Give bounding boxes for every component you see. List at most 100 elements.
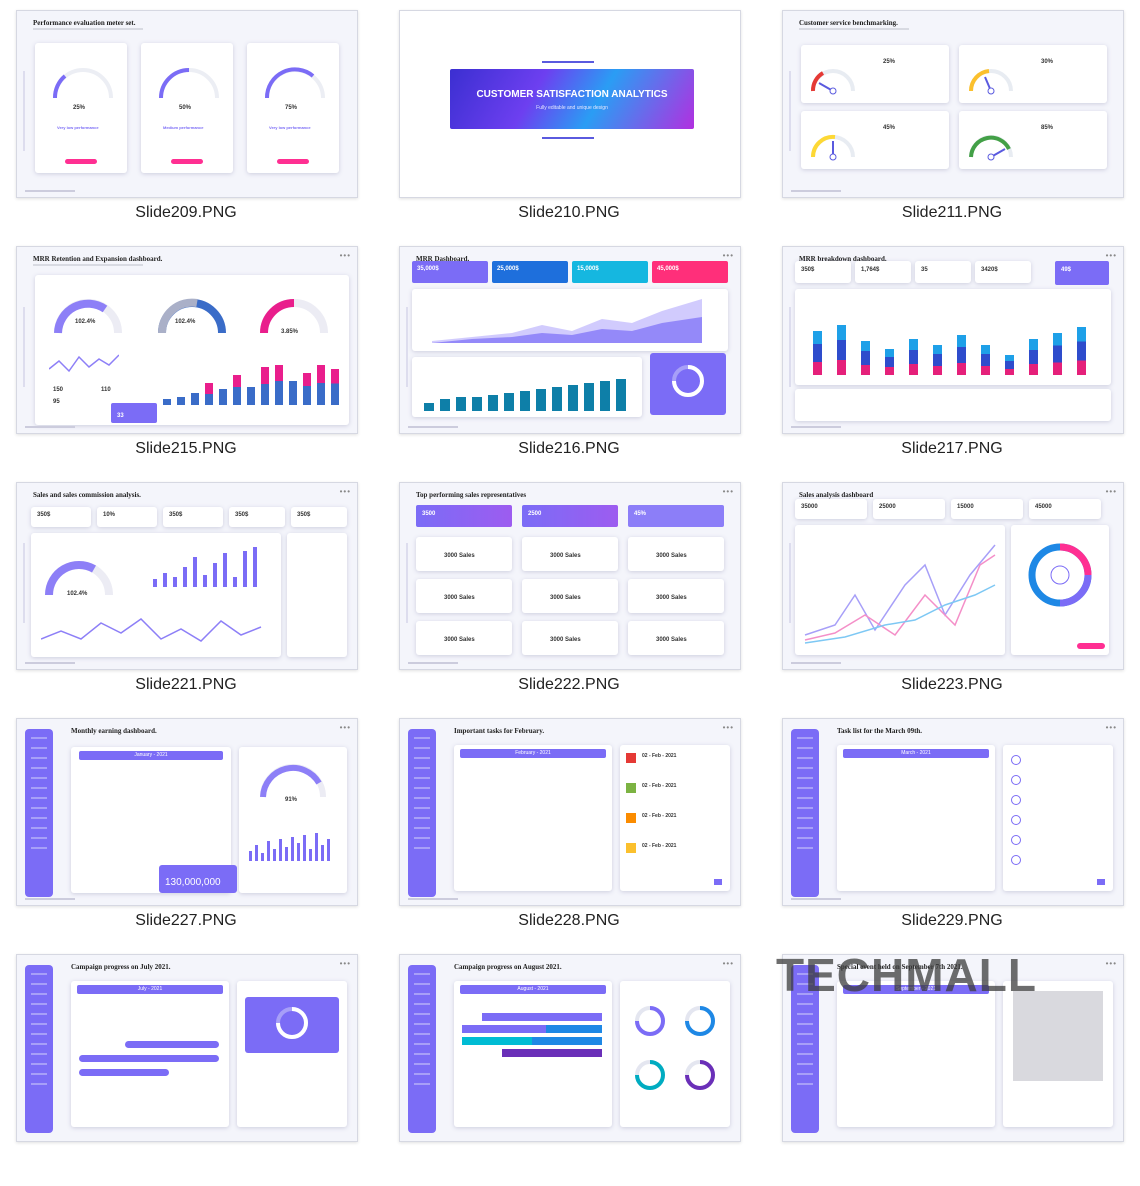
calendar-day[interactable] [162, 779, 181, 786]
calendar-day[interactable] [885, 765, 904, 772]
calendar-day[interactable] [142, 791, 161, 798]
calendar-day[interactable] [142, 815, 161, 822]
calendar-day[interactable] [545, 813, 564, 820]
calendar-day[interactable] [502, 789, 521, 796]
thumbnail-slide228[interactable]: ••• Important tasks for February. Februa… [399, 718, 759, 950]
calendar-day[interactable] [121, 815, 140, 822]
calendar-day[interactable] [183, 791, 202, 798]
calendar-day[interactable] [204, 767, 223, 774]
calendar-day[interactable] [928, 801, 947, 808]
thumbnail-slide223[interactable]: ••• Sales analysis dashboard 35000 25000… [782, 482, 1140, 714]
calendar-day[interactable] [523, 789, 542, 796]
calendar-day[interactable] [121, 767, 140, 774]
check-icon[interactable] [1011, 775, 1021, 785]
calendar-day[interactable] [100, 791, 119, 798]
calendar-day[interactable] [100, 779, 119, 786]
thumbnail-slide211[interactable]: Customer service benchmarking. 25% 30% 4… [782, 10, 1140, 242]
calendar-sidebar[interactable] [791, 965, 819, 1133]
calendar-day[interactable] [545, 777, 564, 784]
calendar-day[interactable] [460, 789, 479, 796]
calendar-day[interactable] [204, 803, 223, 810]
calendar-grid[interactable] [843, 765, 989, 820]
calendar-day[interactable] [162, 791, 181, 798]
thumbnail-slide229[interactable]: ••• Task list for the March 09th. March … [782, 718, 1140, 950]
calendar-day[interactable] [481, 765, 500, 772]
calendar-day[interactable] [970, 789, 989, 796]
calendar-day[interactable] [523, 801, 542, 808]
calendar-day[interactable] [864, 801, 883, 808]
calendar-day[interactable] [970, 765, 989, 772]
read-more-button[interactable] [277, 159, 309, 164]
calendar-day[interactable] [183, 815, 202, 822]
calendar-day[interactable] [502, 813, 521, 820]
calendar-day[interactable] [885, 801, 904, 808]
calendar-day[interactable] [906, 789, 925, 796]
thumbnail-slide210[interactable]: CUSTOMER SATISFACTION ANALYTICS Fully ed… [399, 10, 759, 242]
calendar-day[interactable] [142, 767, 161, 774]
calendar-day[interactable] [460, 813, 479, 820]
calendar-day[interactable] [906, 801, 925, 808]
calendar-day[interactable] [885, 813, 904, 820]
thumbnail-slide217[interactable]: ••• MRR breakdown dashboard. 350$ 1,764$… [782, 246, 1140, 478]
calendar-day[interactable] [204, 815, 223, 822]
calendar-day[interactable] [864, 813, 883, 820]
calendar-day[interactable] [142, 803, 161, 810]
thumbnail-slide215[interactable]: ••• MRR Retention and Expansion dashboar… [16, 246, 376, 478]
calendar-day[interactable] [949, 813, 968, 820]
calendar-day[interactable] [79, 767, 98, 774]
read-more-button[interactable] [171, 159, 203, 164]
calendar-day[interactable] [502, 777, 521, 784]
calendar-day[interactable] [843, 765, 862, 772]
calendar-day[interactable] [587, 789, 606, 796]
thumbnail-slide222[interactable]: ••• Top performing sales representatives… [399, 482, 759, 714]
calendar-day[interactable] [545, 801, 564, 808]
calendar-day[interactable] [906, 765, 925, 772]
calendar-day[interactable] [864, 789, 883, 796]
calendar-day[interactable] [545, 765, 564, 772]
calendar-day[interactable] [864, 777, 883, 784]
calendar-sidebar[interactable] [25, 729, 53, 897]
calendar-day[interactable] [523, 765, 542, 772]
calendar-day[interactable] [566, 813, 585, 820]
thumbnail-slide-campaign-august[interactable]: ••• Campaign progress on August 2021. Au… [399, 954, 759, 1186]
calendar-grid[interactable] [79, 767, 223, 822]
thumbnail-slide216[interactable]: ••• MRR Dashboard. 35,000$ 25,000$ 15,00… [399, 246, 759, 478]
calendar-day[interactable] [523, 813, 542, 820]
calendar-day[interactable] [183, 779, 202, 786]
calendar-day[interactable] [100, 767, 119, 774]
calendar-day[interactable] [906, 777, 925, 784]
check-icon[interactable] [1011, 815, 1021, 825]
read-more-button[interactable] [65, 159, 97, 164]
calendar-day[interactable] [949, 801, 968, 808]
calendar-day[interactable] [587, 801, 606, 808]
calendar-day[interactable] [928, 765, 947, 772]
calendar-day[interactable] [460, 777, 479, 784]
calendar-day[interactable] [545, 789, 564, 796]
calendar-day[interactable] [79, 779, 98, 786]
calendar-day[interactable] [79, 791, 98, 798]
calendar-day[interactable] [204, 791, 223, 798]
calendar-day[interactable] [970, 813, 989, 820]
calendar-day[interactable] [949, 777, 968, 784]
calendar-day[interactable] [885, 777, 904, 784]
calendar-sidebar[interactable] [408, 729, 436, 897]
calendar-day[interactable] [204, 779, 223, 786]
thumbnail-slide209[interactable]: Performance evaluation meter set. 25% Ve… [16, 10, 376, 242]
calendar-day[interactable] [460, 765, 479, 772]
calendar-day[interactable] [864, 765, 883, 772]
check-icon[interactable] [1011, 835, 1021, 845]
calendar-sidebar[interactable] [408, 965, 436, 1133]
thumbnail-slide227[interactable]: ••• Monthly earning dashboard. January -… [16, 718, 376, 950]
calendar-day[interactable] [566, 765, 585, 772]
calendar-day[interactable] [162, 815, 181, 822]
calendar-day[interactable] [162, 803, 181, 810]
check-icon[interactable] [1011, 755, 1021, 765]
thumbnail-slide-special-event[interactable]: ••• Special event held on September 7th … [782, 954, 1140, 1186]
next-page-button[interactable] [714, 879, 722, 885]
calendar-day[interactable] [481, 789, 500, 796]
calendar-day[interactable] [79, 803, 98, 810]
thumbnail-slide-campaign-july[interactable]: ••• Campaign progress on July 2021. July… [16, 954, 376, 1186]
calendar-day[interactable] [949, 789, 968, 796]
calendar-day[interactable] [481, 777, 500, 784]
calendar-day[interactable] [928, 777, 947, 784]
